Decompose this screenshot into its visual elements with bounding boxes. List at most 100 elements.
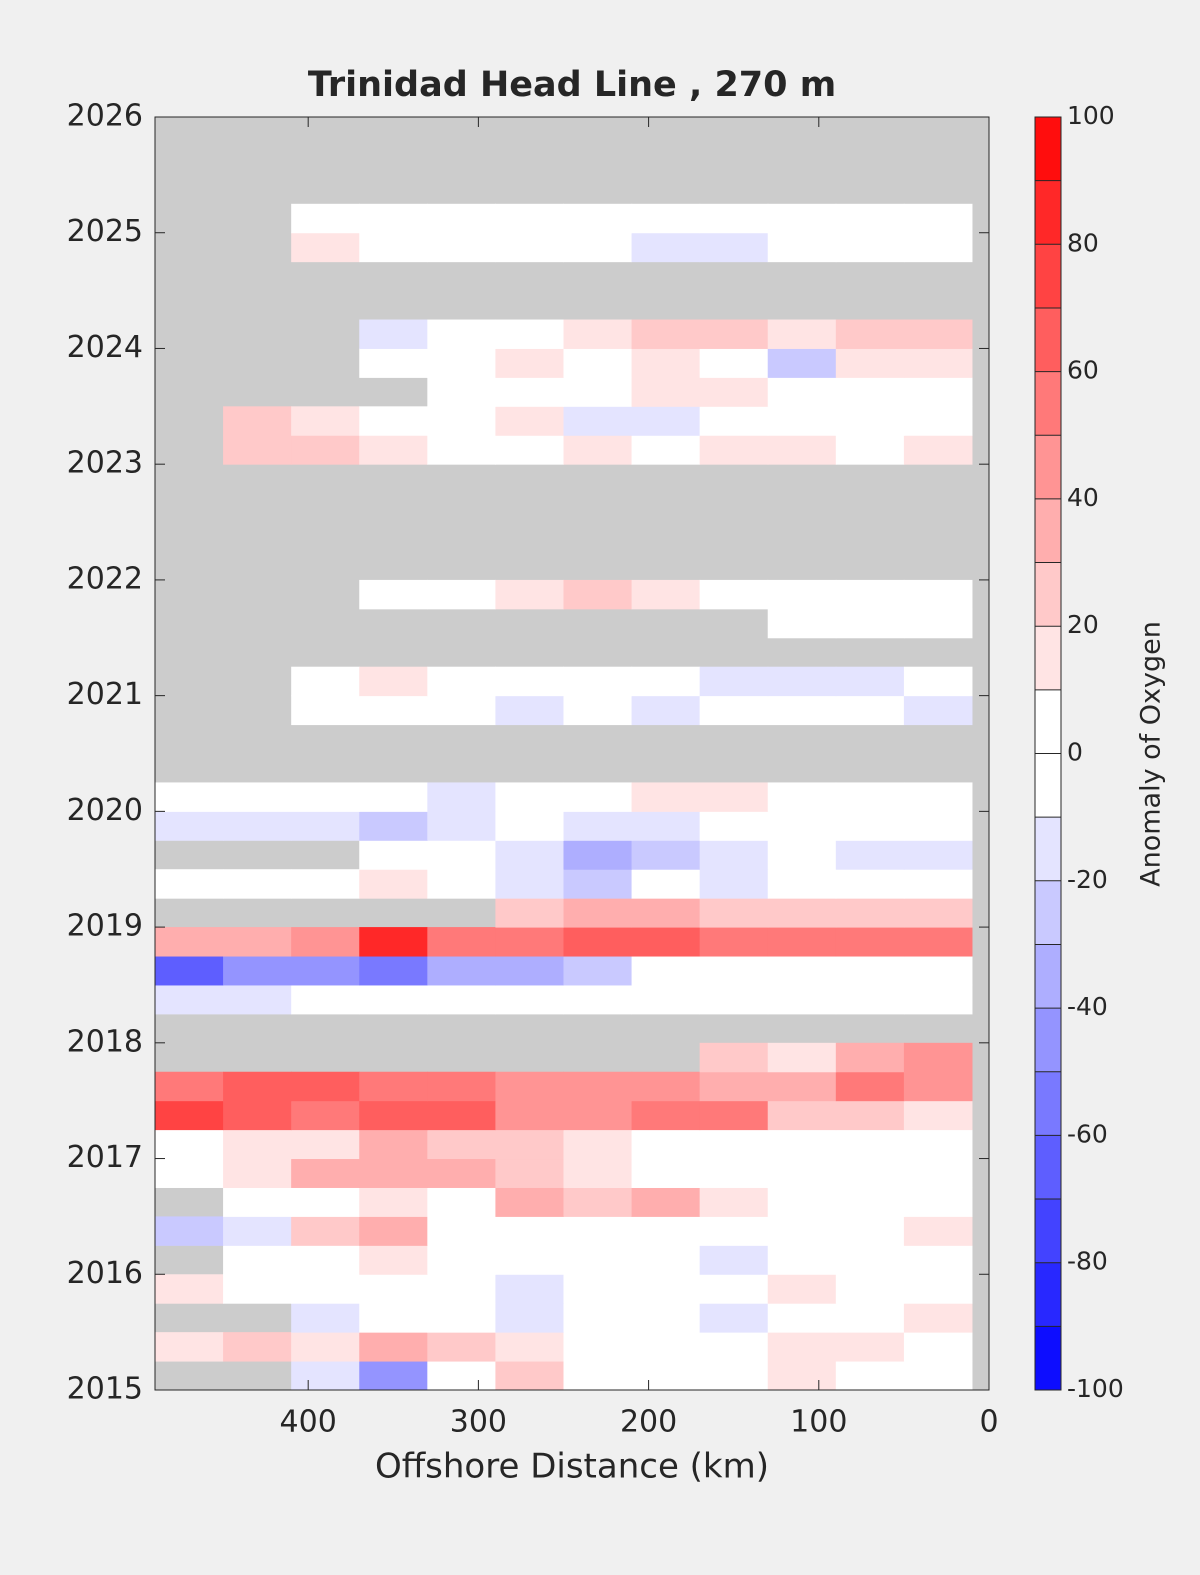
contour-cell bbox=[835, 1187, 905, 1217]
contour-cell bbox=[223, 1187, 292, 1217]
contour-cell bbox=[495, 927, 564, 957]
contour-cell bbox=[359, 1071, 428, 1102]
contour-cell bbox=[903, 695, 973, 726]
contour-cell bbox=[631, 984, 701, 1015]
contour-cell bbox=[359, 695, 428, 726]
y-tick-label: 2021 bbox=[67, 677, 143, 712]
contour-cell bbox=[291, 1245, 360, 1275]
contour-cell bbox=[835, 869, 905, 899]
contour-cell bbox=[291, 1187, 360, 1217]
contour-cell bbox=[359, 869, 428, 899]
contour-cell bbox=[495, 406, 564, 436]
contour-cell bbox=[699, 1042, 769, 1073]
contour-cell bbox=[903, 1187, 973, 1217]
colorbar-block bbox=[1035, 435, 1061, 499]
colorbar-frame bbox=[1034, 116, 1062, 1391]
contour-cell bbox=[223, 1245, 292, 1275]
contour-cell bbox=[291, 695, 360, 726]
colorbar-tick-label: 80 bbox=[1067, 228, 1099, 257]
colorbar-block bbox=[1035, 1135, 1061, 1200]
contour-cell bbox=[291, 1361, 360, 1391]
contour-cell bbox=[563, 579, 633, 610]
colorbar-block bbox=[1035, 498, 1061, 563]
contour-cell bbox=[291, 1274, 360, 1304]
contour-cell bbox=[359, 840, 428, 870]
contour-cell bbox=[155, 927, 224, 957]
contour-cell bbox=[835, 1042, 905, 1073]
contour-cell bbox=[835, 406, 905, 436]
contour-cell bbox=[631, 666, 701, 697]
contour-cell bbox=[291, 1332, 360, 1362]
contour-cell bbox=[699, 1361, 769, 1391]
contour-cell bbox=[155, 1332, 224, 1362]
contour-cell bbox=[767, 927, 837, 957]
contour-cell bbox=[631, 927, 701, 957]
contour-cell bbox=[767, 1042, 837, 1073]
contour-cell bbox=[291, 811, 360, 841]
contour-cell bbox=[835, 840, 905, 870]
colorbar-label: Anomaly of Oxygen bbox=[1136, 621, 1167, 887]
contour-cell bbox=[835, 927, 905, 957]
contour-cell bbox=[427, 840, 496, 870]
contour-cell bbox=[291, 203, 360, 234]
contour-cell bbox=[359, 927, 428, 957]
contour-cell bbox=[699, 1158, 769, 1188]
y-tick-label: 2018 bbox=[67, 1024, 143, 1059]
contour-cell bbox=[359, 1361, 428, 1391]
contour-cell bbox=[563, 406, 633, 436]
contour-cell bbox=[495, 840, 564, 870]
contour-cell bbox=[563, 1216, 633, 1246]
contour-cell bbox=[291, 956, 360, 986]
contour-cell bbox=[767, 1274, 837, 1304]
contour-cell bbox=[291, 1129, 360, 1160]
contour-cell bbox=[495, 1187, 564, 1217]
contour-cell bbox=[223, 1071, 292, 1102]
contour-cell bbox=[631, 377, 701, 407]
x-tick-label: 300 bbox=[450, 1405, 507, 1440]
contour-cell bbox=[835, 666, 905, 697]
contour-cell bbox=[359, 666, 428, 697]
contour-cell bbox=[631, 956, 701, 986]
contour-cell bbox=[427, 1216, 496, 1246]
colorbar-block bbox=[1035, 307, 1061, 372]
colorbar-block bbox=[1035, 1262, 1061, 1327]
contour-cell bbox=[631, 1158, 701, 1188]
contour-cell bbox=[903, 1303, 973, 1333]
contour-cell bbox=[903, 782, 973, 812]
contour-cell bbox=[359, 406, 428, 436]
contour-cell bbox=[291, 435, 360, 465]
colorbar-tick-label: -80 bbox=[1067, 1247, 1108, 1276]
colorbar-block bbox=[1035, 626, 1061, 690]
colorbar-tick-label: -20 bbox=[1067, 865, 1108, 894]
contour-cell bbox=[903, 811, 973, 841]
contour-cell bbox=[563, 1071, 633, 1102]
contour-cell bbox=[699, 1187, 769, 1217]
contour-cell bbox=[155, 1129, 224, 1160]
colorbar-block bbox=[1035, 880, 1061, 945]
contour-cell bbox=[359, 782, 428, 812]
contour-cell bbox=[427, 1071, 496, 1102]
contour-cell bbox=[427, 1361, 496, 1391]
contour-cell bbox=[903, 435, 973, 465]
contour-cell bbox=[699, 782, 769, 812]
contour-cell bbox=[699, 319, 769, 349]
contour-cell bbox=[359, 1129, 428, 1160]
contour-cell bbox=[427, 1303, 496, 1333]
contour-cell bbox=[223, 927, 292, 957]
contour-cell bbox=[495, 1216, 564, 1246]
contour-cell bbox=[291, 869, 360, 899]
contour-cell bbox=[903, 608, 973, 639]
contour-cell bbox=[631, 1071, 701, 1102]
contour-cell bbox=[563, 956, 633, 986]
contour-cell bbox=[903, 666, 973, 697]
contour-cell bbox=[767, 1129, 837, 1160]
contour-cell bbox=[359, 319, 428, 349]
contour-cell bbox=[495, 1129, 564, 1160]
contour-cell bbox=[903, 1071, 973, 1102]
x-tick-label: 200 bbox=[620, 1405, 677, 1440]
contour-cell bbox=[903, 1042, 973, 1073]
contour-cell bbox=[631, 1332, 701, 1362]
contour-cell bbox=[291, 927, 360, 957]
contour-cell bbox=[563, 927, 633, 957]
contour-cell bbox=[631, 579, 701, 610]
